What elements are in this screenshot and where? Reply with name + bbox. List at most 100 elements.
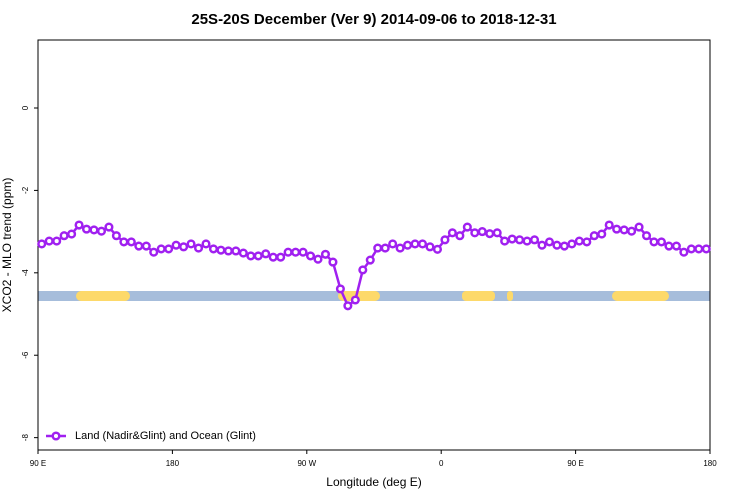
data-point <box>186 239 196 249</box>
data-point <box>171 240 181 250</box>
data-point <box>492 228 502 238</box>
data-point <box>686 244 696 254</box>
data-point <box>328 257 338 267</box>
data-point <box>89 225 99 235</box>
legend-label: Land (Nadir&Glint) and Ocean (Glint) <box>75 430 256 442</box>
data-point <box>500 236 510 246</box>
data-point <box>641 231 652 241</box>
data-point <box>320 249 331 259</box>
data-point <box>559 241 569 251</box>
data-point <box>164 244 174 254</box>
data-point <box>74 220 84 230</box>
data-point <box>305 251 316 261</box>
data-point <box>462 222 472 232</box>
data-point <box>119 237 129 247</box>
data-point <box>59 231 69 241</box>
data-point <box>671 241 681 251</box>
data-point <box>537 240 547 250</box>
data-point <box>67 229 77 239</box>
data-point <box>515 235 525 245</box>
x-tick-label: 180 <box>703 459 717 468</box>
x-tick-label: 180 <box>166 459 180 468</box>
data-point <box>216 245 226 255</box>
data-point <box>291 247 301 257</box>
x-tick-label: 90 E <box>567 459 583 468</box>
data-point <box>37 239 47 249</box>
data-point <box>276 252 286 262</box>
x-tick-label: 90 W <box>297 459 316 468</box>
data-point <box>567 239 577 249</box>
data-point <box>358 265 368 275</box>
data-point <box>44 236 54 246</box>
data-point <box>343 301 353 311</box>
data-point <box>380 243 390 253</box>
data-point <box>365 255 375 265</box>
y-tick-label: 0 <box>21 105 30 110</box>
y-tick-label: -6 <box>21 351 30 359</box>
data-point <box>701 244 711 254</box>
data-point <box>470 228 480 238</box>
data-point <box>432 244 443 254</box>
data-point <box>283 247 293 257</box>
data-point <box>253 251 263 261</box>
data-point <box>156 244 166 254</box>
data-point <box>679 247 689 257</box>
x-tick-label: 0 <box>439 459 444 468</box>
data-point <box>597 229 607 239</box>
data-point <box>335 284 345 294</box>
data-point <box>634 222 644 232</box>
data-point <box>313 254 323 264</box>
data-point <box>619 225 629 235</box>
y-tick-label: -8 <box>21 434 30 442</box>
data-point <box>193 243 204 253</box>
data-point <box>656 237 667 247</box>
data-point <box>544 237 555 247</box>
data-point <box>694 244 704 254</box>
data-point <box>208 244 219 254</box>
x-axis-label: Longitude (deg E) <box>326 475 421 489</box>
data-point <box>455 231 465 241</box>
data-point <box>582 237 592 247</box>
data-point <box>485 229 495 239</box>
data-point <box>134 241 144 251</box>
data-point <box>395 243 405 253</box>
data-point <box>223 246 233 256</box>
data-point <box>522 236 532 246</box>
data-point <box>179 242 189 252</box>
data-point <box>447 228 457 238</box>
x-tick-label: 90 E <box>30 459 46 468</box>
y-tick-label: -2 <box>21 186 30 194</box>
data-point <box>604 220 614 230</box>
data-point <box>246 251 256 261</box>
data-point <box>141 241 151 251</box>
data-point <box>201 239 211 249</box>
data-point <box>231 246 241 256</box>
chart-title: 25S-20S December (Ver 9) 2014-09-06 to 2… <box>191 11 556 28</box>
data-point <box>529 235 540 245</box>
data-point <box>574 236 584 246</box>
data-point <box>238 248 248 258</box>
data-point <box>373 243 383 253</box>
surface-band <box>38 291 710 301</box>
data-point <box>589 231 599 241</box>
data-point <box>403 240 413 250</box>
data-point <box>52 236 62 246</box>
data-point <box>268 252 278 262</box>
data-point <box>440 235 450 245</box>
data-point <box>96 226 107 236</box>
data-point <box>298 247 308 257</box>
data-point <box>664 241 674 251</box>
data-point <box>81 224 92 234</box>
data-point <box>425 242 435 252</box>
data-point <box>261 249 271 259</box>
data-point <box>149 247 159 257</box>
data-point <box>477 227 487 237</box>
data-point <box>104 222 114 232</box>
data-point <box>552 240 562 250</box>
y-tick-label: -4 <box>21 269 30 277</box>
data-point <box>417 239 428 249</box>
data-point <box>126 237 136 247</box>
data-point <box>410 239 420 249</box>
legend-marker <box>51 431 61 441</box>
